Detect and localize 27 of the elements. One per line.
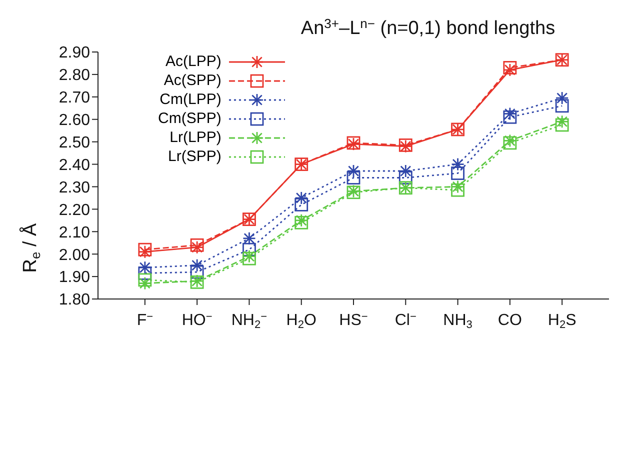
legend-label: Ac(SPP) bbox=[164, 72, 222, 89]
x-tick-label: F$^{−}$ bbox=[136, 311, 154, 329]
legend-label: Ac(LPP) bbox=[165, 53, 222, 70]
y-tick-label: 1.80 bbox=[58, 292, 90, 309]
y-tick-label: 2.20 bbox=[58, 202, 90, 219]
chart-title: An$^{3+}$–L$^{n−}$ (n=0,1) bond lengths bbox=[300, 16, 556, 39]
legend-label: Lr(SPP) bbox=[168, 148, 222, 165]
y-tick-label: 2.60 bbox=[58, 112, 90, 130]
y-tick-label: 2.90 bbox=[58, 44, 90, 62]
x-tick-label: Cl$^{−}$ bbox=[394, 311, 416, 329]
x-tick-label: H$_{2}$O bbox=[286, 312, 316, 332]
x-tick-label: HS$^{−}$ bbox=[339, 311, 368, 329]
y-tick-label: 2.80 bbox=[58, 67, 90, 84]
y-tick-label: 2.50 bbox=[58, 134, 90, 152]
x-tick-label: NH$_{3}$ bbox=[443, 312, 472, 332]
legend-label: Cm(LPP) bbox=[160, 91, 222, 108]
y-tick-label: 2.10 bbox=[58, 224, 90, 242]
x-tick-label: H$_{2}$S bbox=[548, 312, 576, 332]
y-tick-label: 1.90 bbox=[58, 269, 90, 286]
x-tick-label: HO$^{−}$ bbox=[182, 311, 212, 329]
y-tick-label: 2.40 bbox=[58, 156, 90, 174]
x-tick-label: CO bbox=[498, 312, 522, 329]
legend-label: Cm(SPP) bbox=[158, 110, 222, 127]
y-tick-label: 2.30 bbox=[58, 179, 90, 196]
legend-label: Lr(LPP) bbox=[170, 129, 222, 146]
y-tick-label: 2.70 bbox=[58, 90, 90, 107]
y-tick-label: 2.00 bbox=[58, 246, 90, 264]
